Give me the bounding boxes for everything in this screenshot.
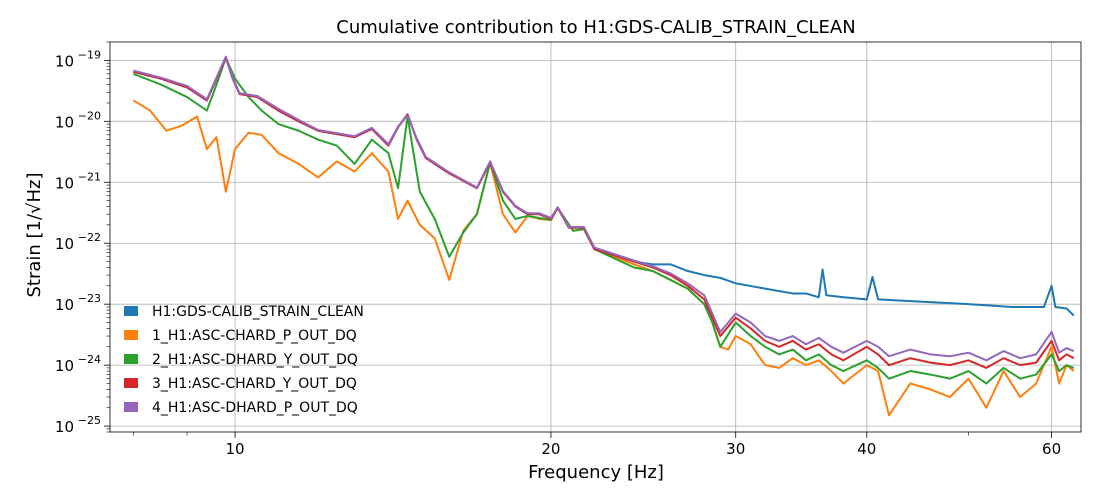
x-axis: 10 20 30 40 60 [133, 432, 1061, 458]
y-tick-exponent: −23 [78, 292, 101, 305]
y-tick-label: 10 [55, 174, 74, 192]
series-line-4 [133, 56, 1075, 369]
series-line-5 [133, 55, 1075, 362]
legend-label: 2_H1:ASC-DHARD_Y_OUT_DQ [152, 352, 358, 368]
y-tick-exponent: −25 [78, 414, 101, 427]
x-tick-label: 10 [226, 440, 245, 458]
y-tick-exponent: −19 [78, 48, 101, 61]
y-tick-label: 10 [55, 296, 74, 314]
legend-swatch [124, 402, 138, 412]
y-tick-label: 10 [55, 235, 74, 253]
x-tick-label: 40 [857, 440, 876, 458]
legend-label: 3_H1:ASC-CHARD_Y_OUT_DQ [152, 376, 357, 392]
x-axis-label: Frequency [Hz] [528, 462, 664, 483]
y-tick-mantissa: 10 [55, 357, 74, 375]
series-lines [132, 55, 1075, 417]
legend: H1:GDS-CALIB_STRAIN_CLEAN 1_H1:ASC-CHARD_… [124, 304, 364, 416]
y-tick-mantissa: 10 [55, 113, 74, 131]
x-tick-label: 20 [541, 440, 560, 458]
y-tick-exponent: −20 [78, 109, 101, 122]
y-tick-exponent: −21 [78, 170, 101, 183]
legend-label: 4_H1:ASC-DHARD_P_OUT_DQ [152, 400, 358, 416]
legend-swatch [124, 378, 138, 388]
y-tick-label: 10 [55, 113, 74, 131]
y-tick-exponent: −22 [78, 231, 101, 244]
y-axis-label: Strain [1/√Hz] [24, 172, 45, 297]
y-tick-label: 10 [55, 418, 74, 436]
y-tick-mantissa: 10 [55, 52, 74, 70]
y-tick-mantissa: 10 [55, 235, 74, 253]
legend-label: H1:GDS-CALIB_STRAIN_CLEAN [152, 304, 364, 320]
chart-title: Cumulative contribution to H1:GDS-CALIB_… [336, 17, 855, 38]
gridlines [110, 42, 1081, 432]
plot-frame [109, 41, 1082, 433]
x-tick-label: 30 [726, 440, 745, 458]
x-tick-label: 60 [1042, 440, 1061, 458]
y-tick-mantissa: 10 [55, 174, 74, 192]
y-tick-label: 10 [55, 357, 74, 375]
y-tick-mantissa: 10 [55, 418, 74, 436]
legend-swatch [124, 330, 138, 340]
legend-swatch [124, 354, 138, 364]
legend-label: 1_H1:ASC-CHARD_P_OUT_DQ [152, 328, 357, 344]
y-tick-exponent: −24 [78, 353, 101, 366]
legend-swatch [124, 306, 138, 316]
y-tick-label: 10 [55, 52, 74, 70]
y-tick-mantissa: 10 [55, 296, 74, 314]
y-axis: 10 −19 10 −20 10 −21 10 −22 10 −23 10 −24 10 −25 [55, 41, 110, 436]
